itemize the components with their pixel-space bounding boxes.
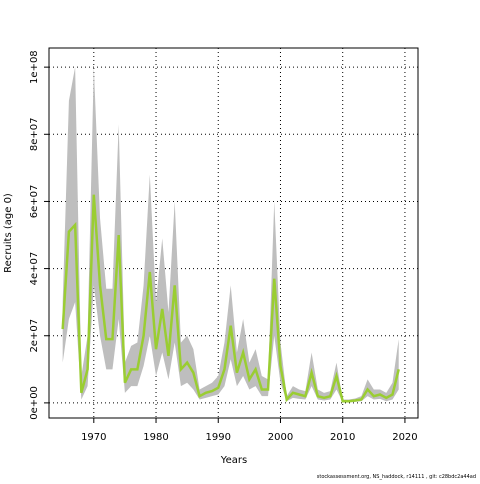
x-tick-label: 2020: [392, 432, 417, 443]
x-tick-label: 2000: [268, 432, 293, 443]
y-tick-label: 0e+00: [29, 386, 40, 420]
y-tick-label: 4e+07: [29, 252, 40, 286]
y-axis-label: Recruits (age 0): [3, 193, 14, 273]
x-tick-label: 1970: [81, 432, 106, 443]
caption: stockassessment.org, NS_haddock, r14111 …: [317, 474, 476, 480]
x-axis-label: Years: [220, 455, 247, 466]
y-tick-label: 2e+07: [29, 319, 40, 353]
y-tick-label: 1e+08: [29, 50, 40, 84]
x-tick-label: 1990: [206, 432, 231, 443]
plot-frame: [48, 47, 419, 419]
confidence-band: [62, 67, 399, 403]
x-tick-label: 1980: [143, 432, 168, 443]
series-line: [61, 194, 400, 403]
y-tick-label: 8e+07: [29, 117, 40, 151]
y-tick-label: 6e+07: [29, 185, 40, 219]
x-tick-label: 2010: [330, 432, 355, 443]
